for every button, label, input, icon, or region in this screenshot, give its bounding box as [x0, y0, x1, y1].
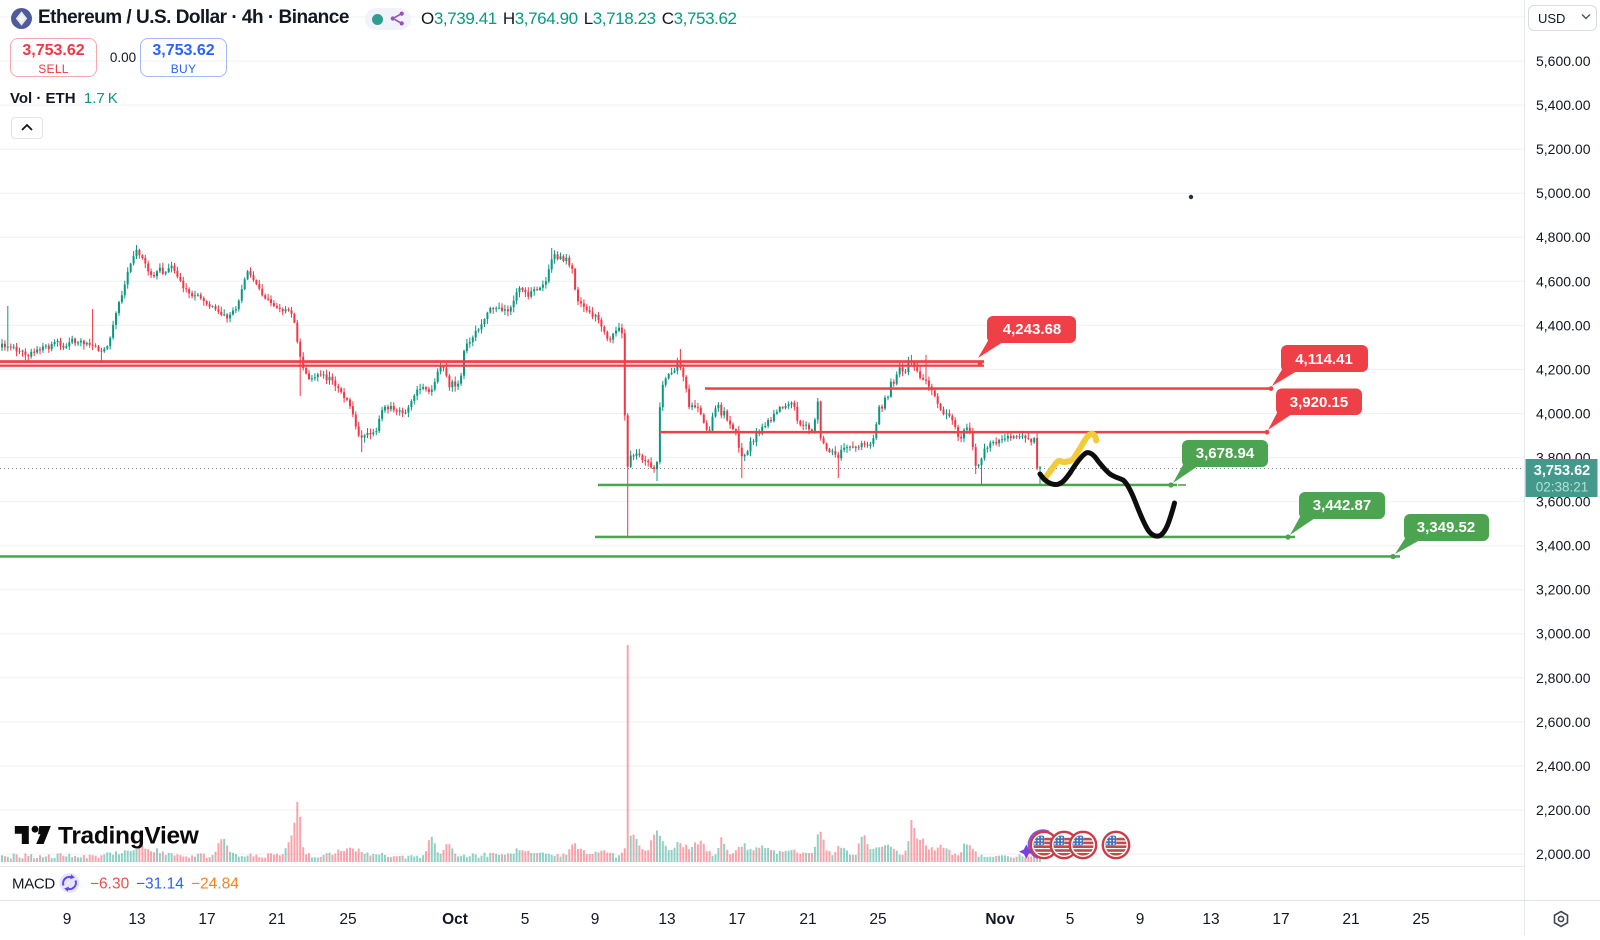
svg-text:2,200.00: 2,200.00: [1536, 802, 1591, 818]
svg-text:4,400.00: 4,400.00: [1536, 317, 1591, 333]
svg-text:21: 21: [268, 911, 285, 928]
svg-text:17: 17: [1272, 911, 1289, 928]
svg-text:13: 13: [1202, 911, 1219, 928]
svg-text:3,442.87: 3,442.87: [1313, 497, 1371, 514]
svg-text:4,243.68: 4,243.68: [1003, 321, 1061, 338]
svg-text:13: 13: [128, 911, 145, 928]
svg-text:2,800.00: 2,800.00: [1536, 670, 1591, 686]
svg-text:02:38:21: 02:38:21: [1536, 480, 1589, 495]
svg-text:9: 9: [591, 911, 600, 928]
svg-text:Oct: Oct: [442, 911, 468, 928]
svg-text:5,600.00: 5,600.00: [1536, 53, 1591, 69]
svg-text:3,920.15: 3,920.15: [1290, 394, 1348, 411]
svg-text:MACD: MACD: [12, 876, 55, 893]
svg-text:−31.14: −31.14: [136, 876, 184, 893]
svg-text:21: 21: [1342, 911, 1359, 928]
svg-text:3,678.94: 3,678.94: [1196, 445, 1255, 462]
svg-text:17: 17: [198, 911, 215, 928]
svg-text:2,400.00: 2,400.00: [1536, 758, 1591, 774]
svg-text:4,200.00: 4,200.00: [1536, 361, 1591, 377]
svg-text:5: 5: [1066, 911, 1075, 928]
svg-text:3,400.00: 3,400.00: [1536, 538, 1591, 554]
svg-text:−6.30: −6.30: [90, 876, 130, 893]
svg-text:25: 25: [869, 911, 886, 928]
svg-text:5,200.00: 5,200.00: [1536, 141, 1591, 157]
svg-text:−24.84: −24.84: [191, 876, 239, 893]
svg-text:4,000.00: 4,000.00: [1536, 405, 1591, 421]
svg-text:9: 9: [1136, 911, 1145, 928]
svg-text:2,000.00: 2,000.00: [1536, 846, 1591, 862]
svg-text:3,200.00: 3,200.00: [1536, 582, 1591, 598]
svg-text:4,114.41: 4,114.41: [1295, 351, 1353, 368]
svg-text:TradingView: TradingView: [58, 823, 200, 850]
svg-text:Nov: Nov: [985, 911, 1015, 928]
svg-text:25: 25: [339, 911, 356, 928]
svg-text:3,753.62: 3,753.62: [1534, 463, 1590, 479]
svg-text:9: 9: [63, 911, 72, 928]
svg-text:5,400.00: 5,400.00: [1536, 97, 1591, 113]
svg-text:5: 5: [521, 911, 530, 928]
svg-text:21: 21: [799, 911, 816, 928]
svg-text:5,000.00: 5,000.00: [1536, 185, 1591, 201]
svg-text:3,600.00: 3,600.00: [1536, 494, 1591, 510]
svg-text:3,000.00: 3,000.00: [1536, 626, 1591, 642]
svg-text:4,600.00: 4,600.00: [1536, 273, 1591, 289]
svg-text:13: 13: [658, 911, 675, 928]
svg-text:25: 25: [1412, 911, 1429, 928]
svg-text:3,349.52: 3,349.52: [1417, 519, 1475, 536]
svg-text:4,800.00: 4,800.00: [1536, 229, 1591, 245]
svg-text:17: 17: [728, 911, 745, 928]
svg-text:2,600.00: 2,600.00: [1536, 714, 1591, 730]
